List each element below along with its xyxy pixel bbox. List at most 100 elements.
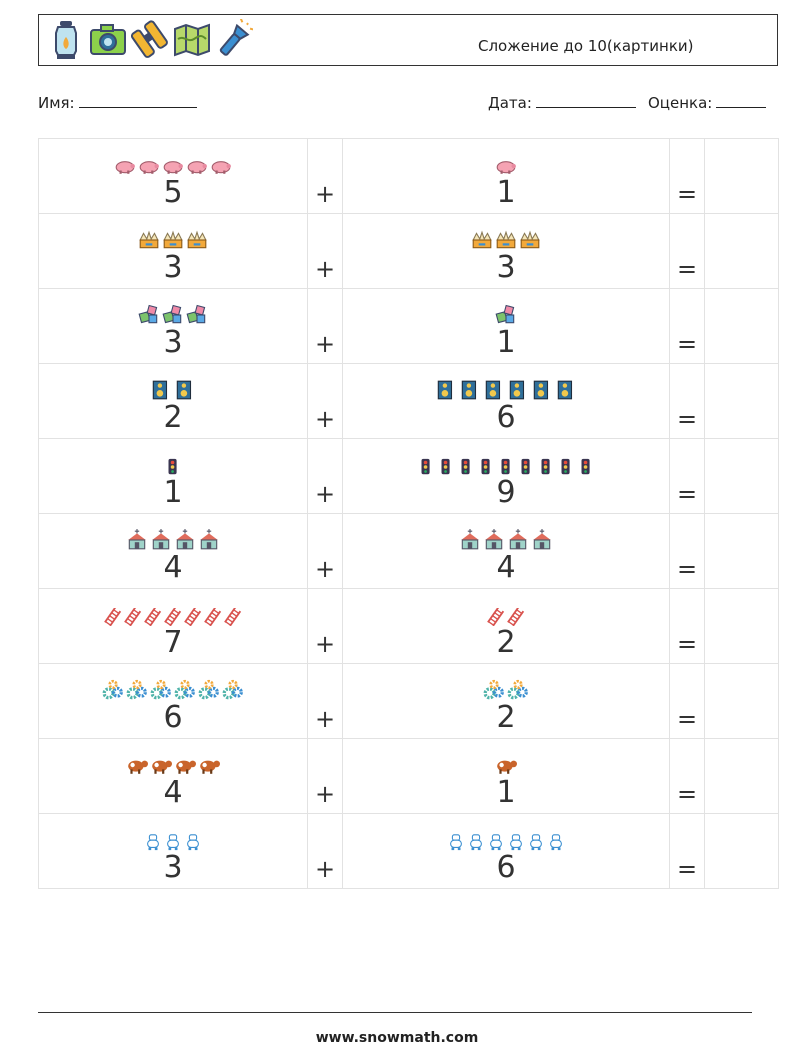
addend-b-cell: 6 — [342, 363, 670, 439]
header-icons — [47, 19, 253, 61]
date-blank[interactable] — [535, 95, 636, 108]
crown-box-icon — [139, 230, 159, 249]
plus-cell: + — [307, 588, 343, 664]
gears-icon — [174, 679, 195, 700]
cow-icon — [200, 760, 220, 774]
equals-sign: = — [676, 405, 698, 433]
dice-icon — [162, 304, 182, 324]
gears-icon — [483, 679, 504, 700]
addend-b-cell: 4 — [342, 513, 670, 589]
worksheet-title: Сложение до 10(картинки) — [478, 37, 694, 55]
plus-cell: + — [307, 213, 343, 289]
plus-cell: + — [307, 813, 343, 889]
equals-sign: = — [676, 780, 698, 808]
ladder-icon — [507, 608, 525, 626]
answer-cell[interactable] — [704, 288, 779, 364]
addend-a-cell: 4 — [38, 513, 308, 589]
equals-sign: = — [676, 630, 698, 658]
equals-sign: = — [676, 255, 698, 283]
grade-field: Оценка: — [648, 94, 767, 112]
addend-b-pictures — [343, 746, 669, 776]
addend-b-number: 1 — [496, 325, 516, 360]
equals-sign: = — [676, 180, 698, 208]
addend-b-pictures — [343, 146, 669, 176]
ladder-icon — [124, 608, 142, 626]
answer-cell[interactable] — [704, 213, 779, 289]
problem-row: 3 +1 = — [38, 288, 779, 364]
answer-cell[interactable] — [704, 813, 779, 889]
answer-cell[interactable] — [704, 663, 779, 739]
traffic-light-icon — [168, 458, 177, 475]
crown-box-icon — [520, 230, 540, 249]
pig-icon — [496, 161, 516, 174]
ladder-icon — [184, 608, 202, 626]
date-label: Дата: — [488, 94, 532, 112]
addend-a-number: 5 — [163, 175, 183, 210]
addend-a-pictures — [39, 596, 307, 626]
speaker-icon — [437, 380, 453, 400]
addend-b-pictures — [343, 371, 669, 401]
addend-b-number: 3 — [496, 250, 516, 285]
dice-icon — [495, 304, 515, 324]
robot-icon — [530, 834, 542, 851]
plus-cell: + — [307, 363, 343, 439]
plus-cell: + — [307, 663, 343, 739]
addend-a-pictures — [39, 296, 307, 326]
church-icon — [533, 529, 551, 550]
answer-cell[interactable] — [704, 438, 779, 514]
addend-a-pictures — [39, 521, 307, 551]
crown-box-icon — [496, 230, 516, 249]
addend-b-number: 1 — [496, 175, 516, 210]
speaker-icon — [509, 380, 525, 400]
gears-icon — [198, 679, 219, 700]
problem-row: 3 +3 = — [38, 213, 779, 289]
addend-a-cell: 3 — [38, 213, 308, 289]
pig-icon — [211, 161, 231, 174]
addend-a-cell: 5 — [38, 138, 308, 214]
answer-cell[interactable] — [704, 363, 779, 439]
grade-blank[interactable] — [716, 95, 767, 108]
answer-cell[interactable] — [704, 588, 779, 664]
addend-a-number: 3 — [163, 325, 183, 360]
robot-icon — [450, 834, 462, 851]
addend-b-cell: 1 — [342, 138, 670, 214]
lantern-icon — [55, 21, 77, 59]
ladder-icon — [204, 608, 222, 626]
traffic-light-icon — [421, 458, 430, 475]
speaker-icon — [557, 380, 573, 400]
addend-a-number: 6 — [163, 700, 183, 735]
answer-cell[interactable] — [704, 738, 779, 814]
addend-a-pictures — [39, 671, 307, 701]
equals-cell: = — [669, 588, 705, 664]
church-icon — [200, 529, 218, 550]
ladder-icon — [224, 608, 242, 626]
addend-a-cell: 6 — [38, 663, 308, 739]
camera-icon — [90, 24, 126, 55]
church-icon — [152, 529, 170, 550]
footer-rule — [38, 1012, 752, 1013]
addend-a-cell: 3 — [38, 288, 308, 364]
name-blank[interactable] — [78, 95, 197, 108]
church-icon — [509, 529, 527, 550]
equals-cell: = — [669, 288, 705, 364]
addend-a-pictures — [39, 821, 307, 851]
traffic-light-icon — [481, 458, 490, 475]
addend-a-pictures — [39, 746, 307, 776]
robot-icon — [470, 834, 482, 851]
problem-row: 1 +9 = — [38, 438, 779, 514]
cow-icon — [152, 760, 172, 774]
problem-row: 3 +6 = — [38, 813, 779, 889]
speaker-icon — [176, 380, 192, 400]
pig-icon — [139, 161, 159, 174]
church-icon — [128, 529, 146, 550]
addend-b-pictures — [343, 446, 669, 476]
answer-cell[interactable] — [704, 513, 779, 589]
problem-row: 4 +1 = — [38, 738, 779, 814]
plus-sign: + — [314, 555, 336, 583]
traffic-light-icon — [501, 458, 510, 475]
addend-b-cell: 2 — [342, 588, 670, 664]
plus-sign: + — [314, 405, 336, 433]
answer-cell[interactable] — [704, 138, 779, 214]
flashlight-icon — [219, 19, 253, 56]
worksheet-header: Сложение до 10(картинки) — [38, 14, 778, 66]
